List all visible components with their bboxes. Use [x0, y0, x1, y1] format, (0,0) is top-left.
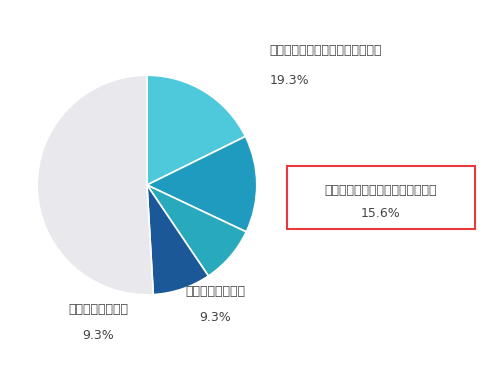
Text: 9.3%: 9.3% — [200, 311, 231, 324]
Wedge shape — [147, 185, 246, 276]
Text: 9.3%: 9.3% — [82, 329, 114, 342]
Text: 期待していた効果が得られている: 期待していた効果が得られている — [325, 184, 437, 197]
Text: 19.3%: 19.3% — [270, 74, 309, 87]
Wedge shape — [37, 75, 153, 295]
Text: 15.6%: 15.6% — [361, 207, 401, 220]
Text: 接客対応が良い（照射スタッフ）: 接客対応が良い（照射スタッフ） — [270, 44, 382, 57]
Wedge shape — [147, 185, 208, 295]
Text: 不快な勧誘がない: 不快な勧誘がない — [68, 303, 128, 316]
Wedge shape — [147, 75, 245, 185]
Text: 予約がとりやすい: 予約がとりやすい — [186, 285, 245, 298]
Wedge shape — [147, 137, 257, 232]
